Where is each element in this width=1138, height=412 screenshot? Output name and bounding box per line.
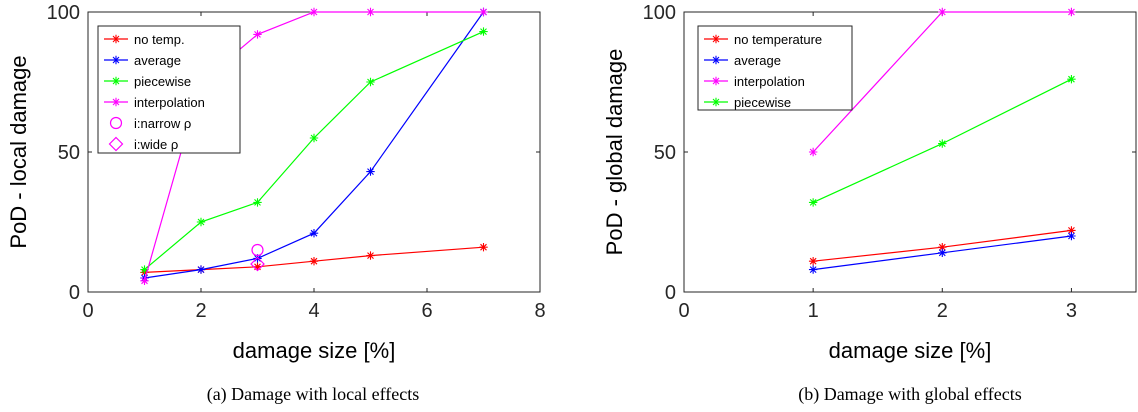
data-point	[938, 248, 947, 257]
data-point	[251, 243, 264, 257]
data-point	[253, 254, 262, 263]
y-tick-label: 50	[654, 142, 676, 164]
data-point	[1067, 75, 1076, 84]
series-line	[144, 31, 484, 271]
x-tick-label: 0	[678, 300, 689, 322]
legend-label: average	[134, 53, 181, 68]
x-tick-label: 2	[195, 300, 206, 322]
data-point	[938, 7, 947, 17]
y-axis-label: PoD - local damage	[6, 55, 31, 248]
data-point	[808, 257, 818, 266]
legend-marker	[711, 55, 721, 65]
legend-label: piecewise	[134, 74, 191, 89]
legend-marker	[111, 55, 121, 65]
data-point	[808, 147, 818, 157]
data-point	[366, 167, 375, 176]
legend-2: no temperature average interpolation piecew…	[697, 25, 853, 111]
legend-marker	[711, 97, 721, 107]
legend-label: average	[734, 53, 781, 68]
legend-label: i:wide ρ	[134, 137, 178, 152]
series-i-narrow-	[251, 243, 264, 257]
data-point	[309, 257, 319, 266]
legend-marker	[111, 97, 121, 107]
series-line	[144, 246, 484, 273]
legend-marker	[109, 116, 123, 130]
legend-marker	[111, 76, 121, 86]
data-point	[366, 7, 375, 17]
legend-1: no temp. average piecewise interpolation i:n…	[97, 25, 241, 154]
data-point	[938, 139, 947, 148]
data-point	[253, 198, 262, 207]
data-point	[1067, 226, 1076, 235]
y-tick-label: 100	[643, 2, 676, 24]
legend-label: piecewise	[734, 95, 791, 110]
series-i-wide-	[250, 256, 265, 272]
y-tick-label: 50	[58, 142, 80, 164]
legend-label: interpolation	[734, 74, 805, 89]
x-axis-label: damage size [%]	[233, 338, 396, 363]
series-piecewise	[140, 27, 488, 274]
legend-marker	[711, 34, 721, 44]
y-tick-label: 0	[69, 282, 80, 304]
data-point	[253, 30, 262, 39]
series-piecewise	[808, 75, 1076, 207]
data-point	[1067, 7, 1076, 17]
series-no-temp-	[140, 243, 488, 277]
data-point	[140, 265, 149, 274]
series-no-temperature	[808, 226, 1076, 266]
data-point	[196, 217, 206, 227]
legend-label: no temp.	[134, 32, 185, 47]
series-interpolation	[808, 7, 1076, 157]
legend-marker	[108, 136, 124, 152]
x-tick-label: 0	[82, 300, 93, 322]
x-tick-label: 2	[937, 300, 948, 322]
data-point	[309, 7, 319, 17]
x-tick-label: 3	[1066, 300, 1077, 322]
legend-box	[697, 25, 853, 111]
legend-box	[97, 25, 241, 154]
data-point	[366, 251, 375, 260]
data-point	[140, 276, 149, 285]
series-average	[808, 231, 1076, 274]
legend-label: no temperature	[734, 32, 822, 47]
data-point	[938, 243, 947, 252]
legend-label: i:narrow ρ	[134, 116, 191, 131]
y-tick-label: 0	[665, 282, 676, 304]
data-point	[479, 243, 488, 252]
data-point	[196, 265, 206, 274]
panel-caption: (b) Damage with global effects	[798, 384, 1022, 405]
legend-marker	[111, 34, 121, 44]
data-point	[366, 77, 375, 87]
panel-caption: (a) Damage with local effects	[207, 384, 420, 405]
data-point	[808, 198, 818, 207]
data-point	[808, 265, 818, 274]
legend-marker	[711, 76, 721, 86]
data-point	[309, 229, 319, 238]
y-axis-label: PoD - global damage	[602, 49, 627, 256]
data-point	[1067, 231, 1076, 241]
x-tick-label: 8	[534, 300, 545, 322]
data-point	[253, 262, 262, 271]
x-tick-label: 6	[421, 300, 432, 322]
data-point	[250, 256, 265, 272]
x-tick-label: 1	[808, 300, 819, 322]
series-line	[144, 11, 484, 279]
y-tick-label: 100	[47, 2, 80, 24]
x-axis-label: damage size [%]	[829, 338, 992, 363]
x-tick-label: 4	[308, 300, 319, 322]
data-point	[479, 27, 488, 36]
data-point	[479, 7, 488, 17]
legend-label: interpolation	[134, 95, 205, 110]
data-point	[309, 133, 319, 143]
